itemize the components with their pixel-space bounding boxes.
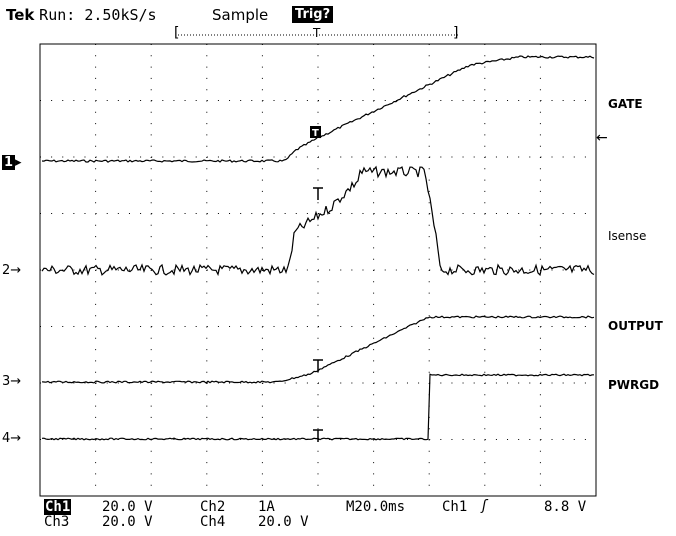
ch2-name: Ch2 [200,499,226,515]
ch2-scale: 1A [258,499,275,515]
trigger-status-badge: Trig? [292,6,334,23]
trigger-slope-icon: ʃ [482,498,487,514]
record-bracket-right: ] [453,25,459,41]
ch2-ground-marker: 2→ [2,263,22,278]
trace-isense [41,165,595,277]
ch3-name: Ch3 [44,514,70,530]
run-status: Run: 2.50kS/s [39,6,157,24]
ch1-marker-label: 1 [2,155,16,170]
ch4-scale: 20.0 V [258,514,309,530]
acquisition-mode: Sample [212,6,269,24]
ch1-ground-marker: 1 ▸ [2,155,22,170]
cursor-t-ch2 [313,187,323,200]
brand-label: Tek [6,6,35,24]
timebase: M20.0ms [346,499,406,515]
trigger-source: Ch1 [442,499,468,515]
ch3-ground-marker: 3→ [2,374,22,389]
trace-label-gate: GATE [608,97,643,111]
ch2-marker-label: 2 [2,263,11,278]
ch1-scale: 20.0 V [102,499,153,515]
trigger-markers: T [310,126,323,442]
cursor-t-ch4 [313,429,323,442]
trigger-level: 8.8 V [544,499,587,515]
ch3-scale: 20.0 V [102,514,153,530]
ch4-marker-label: 4 [2,431,11,446]
record-bracket-left: [ [174,25,180,41]
ch1-name: Ch1 [44,499,72,515]
trigger-level-arrow-icon: ← [596,130,608,146]
trace-label-output: OUTPUT [608,319,663,333]
ch4-ground-marker: 4→ [2,431,22,446]
cursor-t-ch3 [313,359,323,372]
header-brand: Tek Run: 2.50kS/s [6,6,157,24]
ch1-readout: Ch1 [44,499,72,515]
trace-label-isense: Isense [608,229,647,243]
trace-label-pwrgd: PWRGD [608,378,660,392]
ch4-name: Ch4 [200,514,226,530]
trigger-point-marker [310,126,321,138]
trigger-position-marker: T [313,26,321,40]
ch3-marker-label: 3 [2,374,11,389]
svg-text:T: T [312,128,319,139]
